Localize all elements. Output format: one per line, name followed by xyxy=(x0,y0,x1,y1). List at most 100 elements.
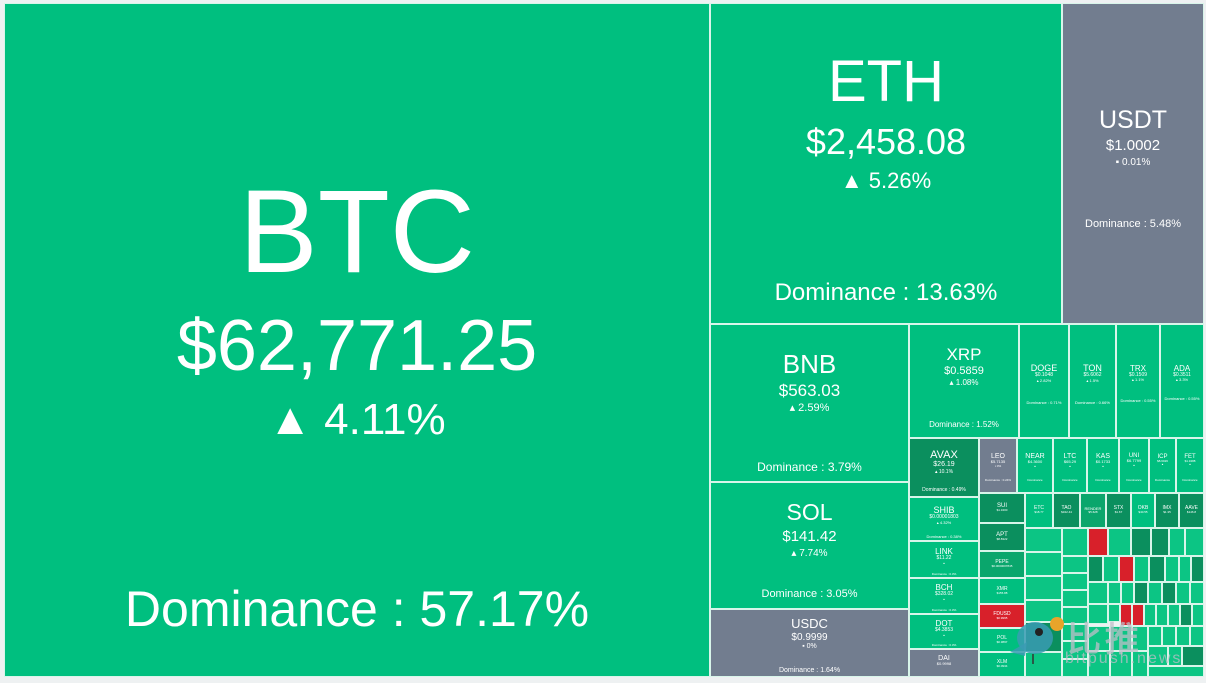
tile-dot[interactable]: DOT $4.3853 ▴ Dominance : 0.3% xyxy=(909,614,979,649)
tile-small-ai[interactable] xyxy=(1088,626,1110,651)
tile-cro[interactable] xyxy=(1025,528,1062,552)
tile-inj[interactable] xyxy=(1025,600,1062,622)
tile-wif[interactable] xyxy=(1131,528,1151,556)
tile-etc[interactable]: ETC $18.77 xyxy=(1025,493,1053,528)
tile-fil[interactable] xyxy=(1025,552,1062,576)
tile-fdusd[interactable]: FDUSD $0.9995 xyxy=(979,604,1025,628)
tile-atom[interactable] xyxy=(1108,528,1131,556)
tile-small-aa[interactable] xyxy=(1108,604,1120,622)
tile-small-b[interactable] xyxy=(1025,652,1062,677)
tile-small-y[interactable] xyxy=(1190,582,1204,604)
tile-small-ap[interactable] xyxy=(1088,651,1110,677)
tile-small-o[interactable] xyxy=(1165,556,1179,582)
tile-vet[interactable] xyxy=(1062,528,1088,556)
tile-ton[interactable]: TON $5.6062 ▴ 1.5% Dominance : 0.66% xyxy=(1069,324,1116,438)
tile-small-u[interactable] xyxy=(1134,582,1148,604)
tile-price: $1.0002 xyxy=(1105,137,1161,155)
tile-small-am[interactable] xyxy=(1162,626,1176,646)
tile-eth[interactable]: ETH $2,458.08 ▲ 5.26% Dominance : 13.63% xyxy=(710,3,1062,324)
tile-small-z[interactable] xyxy=(1088,604,1108,624)
tile-small-j[interactable] xyxy=(1088,556,1103,582)
tile-small-w[interactable] xyxy=(1162,582,1176,604)
tile-bch[interactable]: BCH $328.02 ▴ Dominance : 0.3% xyxy=(909,578,979,614)
tile-small-l[interactable] xyxy=(1119,556,1134,582)
tile-trx[interactable]: TRX $0.1509 ▴ 1.1% Dominance : 0.55% xyxy=(1116,324,1160,438)
tile-price: $0.3511 xyxy=(1173,371,1191,378)
tile-ltc[interactable]: LTC $65.29 ▴ Dominance xyxy=(1053,438,1087,493)
tile-doge[interactable]: DOGE $0.1048 ▴ 2.82% Dominance : 0.71% xyxy=(1019,324,1069,438)
tile-small-h[interactable] xyxy=(1062,641,1088,659)
tile-dai[interactable]: DAI $0.9998 xyxy=(909,649,979,677)
tile-small-q[interactable] xyxy=(1191,556,1204,582)
tile-uni[interactable]: UNI $6.7799 ▴ Dominance xyxy=(1119,438,1149,493)
tile-small-ab[interactable] xyxy=(1120,604,1132,626)
tile-small-ar[interactable] xyxy=(1132,651,1148,677)
tile-xrp[interactable]: XRP $0.5859 ▴ 1.08% Dominance : 1.52% xyxy=(909,324,1019,438)
tile-bnb[interactable]: BNB $563.03 ▴ 2.59% Dominance : 3.79% xyxy=(710,324,909,482)
tile-render[interactable]: RENDER $5.628 xyxy=(1080,493,1106,528)
tile-small-v[interactable] xyxy=(1148,582,1162,604)
tile-small-ah[interactable] xyxy=(1192,604,1204,626)
tile-small-an[interactable] xyxy=(1176,626,1190,646)
tile-small-s[interactable] xyxy=(1108,582,1121,604)
tile-small-aq[interactable] xyxy=(1110,651,1132,677)
tile-pol[interactable]: POL $0.3897 xyxy=(979,628,1025,652)
tile-small-ad[interactable] xyxy=(1144,604,1156,626)
tile-small-al[interactable] xyxy=(1148,626,1162,646)
tile-small-p[interactable] xyxy=(1179,556,1191,582)
tile-usdc[interactable]: USDC $0.9999 ▪ 0% Dominance : 1.64% xyxy=(710,609,909,677)
tile-small-ae[interactable] xyxy=(1156,604,1168,626)
tile-small-av[interactable] xyxy=(1148,666,1204,677)
tile-small-au[interactable] xyxy=(1182,646,1204,666)
tile-small-f[interactable] xyxy=(1062,607,1088,624)
tile-shib[interactable]: SHIB $0.00001803 ▴ 4.32% Dominance : 0.3… xyxy=(909,497,979,541)
tile-small-ak[interactable] xyxy=(1132,626,1148,651)
tile-sui[interactable]: SUI $1.3400 xyxy=(979,493,1025,523)
tile-ada[interactable]: ADA $0.3511 ▴ 3.3% Dominance : 0.55% xyxy=(1160,324,1204,438)
tile-pepe[interactable]: PEPE $0.0000007845 xyxy=(979,551,1025,578)
tile-theta[interactable] xyxy=(1185,528,1204,556)
tile-small-as[interactable] xyxy=(1148,646,1168,666)
tile-fet[interactable]: FET $1.3488 ▴ Dominance xyxy=(1176,438,1204,493)
tile-arb[interactable] xyxy=(1025,576,1062,600)
tile-small-r[interactable] xyxy=(1088,582,1108,604)
tile-small-af[interactable] xyxy=(1168,604,1180,626)
tile-near[interactable]: NEAR $4.3600 ▴ Dominance xyxy=(1017,438,1053,493)
tile-aave[interactable]: AAVE $146.8 xyxy=(1179,493,1204,528)
tile-small-m[interactable] xyxy=(1134,556,1149,582)
tile-small-k[interactable] xyxy=(1103,556,1119,582)
tile-small-at[interactable] xyxy=(1168,646,1182,666)
tile-usdt[interactable]: USDT $1.0002 ▪ 0.01% Dominance : 5.48% xyxy=(1062,3,1204,324)
tile-avax[interactable]: AVAX $26.19 ▴ 10.1% Dominance : 0.49% xyxy=(909,438,979,497)
tile-small-ao[interactable] xyxy=(1190,626,1204,646)
tile-small-g[interactable] xyxy=(1062,624,1088,641)
tile-xmr[interactable]: XMR $155.88 xyxy=(979,578,1025,604)
tile-rune[interactable] xyxy=(1151,528,1169,556)
tile-apt[interactable]: APT $8.8322 xyxy=(979,523,1025,551)
tile-small-aj[interactable] xyxy=(1110,626,1132,651)
tile-grt[interactable] xyxy=(1169,528,1185,556)
tile-kas[interactable]: KAS $0.1733 ▴ Dominance xyxy=(1087,438,1119,493)
tile-stx[interactable]: STX $1.67 xyxy=(1106,493,1131,528)
tile-price: $0.0000007845 xyxy=(991,564,1013,569)
tile-small-e[interactable] xyxy=(1062,590,1088,607)
tile-small-i[interactable] xyxy=(1062,659,1088,677)
tile-small-d[interactable] xyxy=(1062,573,1088,590)
tile-small-ag[interactable] xyxy=(1180,604,1192,626)
tile-small-a[interactable] xyxy=(1025,622,1062,652)
tile-imx[interactable]: IMX $1.35 xyxy=(1155,493,1179,528)
tile-small-t[interactable] xyxy=(1121,582,1134,604)
tile-tao[interactable]: TAO $342.44 xyxy=(1053,493,1080,528)
tile-btc[interactable]: BTC $62,771.25 ▲ 4.11% Dominance : 57.17… xyxy=(4,3,710,677)
tile-small-ac[interactable] xyxy=(1132,604,1144,626)
tile-leo[interactable]: LEO $5.7135 ▪ 0% Dominance : 0.24% xyxy=(979,438,1017,493)
tile-icp[interactable]: ICP $8.6026 ▴ Dominance xyxy=(1149,438,1176,493)
tile-xlm[interactable]: XLM $0.0934 xyxy=(979,652,1025,677)
tile-sol[interactable]: SOL $141.42 ▴ 7.74% Dominance : 3.05% xyxy=(710,482,909,609)
tile-small-x[interactable] xyxy=(1176,582,1190,604)
tile-small-c[interactable] xyxy=(1062,556,1088,573)
tile-link[interactable]: LINK $11.22 ▴ Dominance : 0.3% xyxy=(909,541,979,578)
tile-small-n[interactable] xyxy=(1149,556,1165,582)
tile-okb[interactable]: OKB $40.55 xyxy=(1131,493,1155,528)
tile-ftm[interactable] xyxy=(1088,528,1108,556)
